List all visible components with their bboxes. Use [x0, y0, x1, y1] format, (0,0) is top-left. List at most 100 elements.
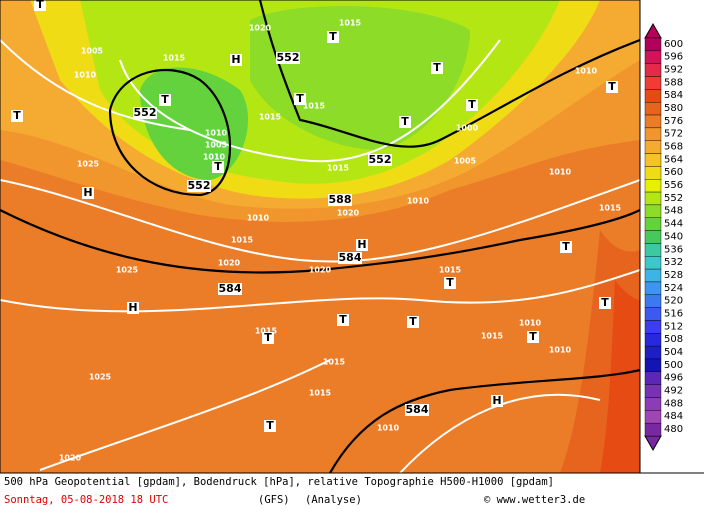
- isobar-label: 1015: [339, 19, 362, 28]
- colorbar-swatch: [644, 140, 662, 154]
- isobar-label: 1005: [81, 47, 104, 56]
- colorbar-swatch: [644, 63, 662, 77]
- pressure-system: T: [608, 80, 616, 93]
- pressure-system: T: [446, 276, 454, 289]
- colorbar-label: 516: [664, 308, 683, 319]
- colorbar-label: 480: [664, 424, 683, 435]
- colorbar-label: 548: [664, 206, 683, 217]
- system-box: [606, 81, 618, 93]
- isobar-label: 1005: [454, 157, 477, 166]
- colorbar-label: 588: [664, 77, 683, 88]
- isobar-label: 1010: [407, 197, 430, 206]
- colorbar-swatch: [644, 281, 662, 295]
- isobar-label: 1010: [205, 129, 228, 138]
- isobar-label: 1000: [456, 124, 479, 133]
- colorbar-label: 524: [664, 283, 683, 294]
- pressure-system: T: [401, 115, 409, 128]
- isobar-label: 1015: [303, 102, 326, 111]
- geopotential-box: [405, 404, 429, 416]
- colorbar-label: 532: [664, 257, 683, 268]
- colorbar-swatch: [644, 153, 662, 167]
- system-box: [399, 116, 411, 128]
- pressure-system: T: [601, 296, 609, 309]
- colorbar-label: 572: [664, 129, 683, 140]
- pressure-system: H: [231, 53, 240, 66]
- system-box: [327, 31, 339, 43]
- colorbar-swatch: [644, 307, 662, 321]
- pressure-system: T: [339, 313, 347, 326]
- isobar-label: 1020: [337, 209, 360, 218]
- pressure-system: T: [13, 109, 21, 122]
- pressure-system: H: [492, 394, 501, 407]
- isobar-label: 1025: [89, 373, 112, 382]
- pressure-system: T: [214, 160, 222, 173]
- system-box: [337, 314, 349, 326]
- caption-run: (Analyse): [305, 494, 362, 506]
- colorbar-label: 504: [664, 347, 683, 358]
- caption-model: (GFS): [258, 494, 290, 506]
- colorbar-swatch: [644, 243, 662, 257]
- pressure-system: T: [529, 330, 537, 343]
- colorbar-label: 576: [664, 116, 683, 127]
- system-box: [127, 302, 139, 314]
- isobar-label: 1015: [231, 236, 254, 245]
- colorbar-swatch: [644, 101, 662, 116]
- pressure-system: H: [357, 238, 366, 251]
- colorbar-label: 508: [664, 334, 683, 345]
- isobar-label: 1025: [77, 160, 100, 169]
- caption-line: 500 hPa Geopotential [gpdam], Bodendruck…: [4, 476, 554, 488]
- pressure-system: T: [36, 0, 44, 11]
- system-box: [599, 297, 611, 309]
- colorbar-label: 556: [664, 180, 683, 191]
- pressure-system: H: [128, 301, 137, 314]
- system-box: [407, 316, 419, 328]
- colorbar-label: 492: [664, 385, 683, 396]
- isobar-label: 1020: [309, 266, 332, 275]
- colorbar-swatch: [644, 422, 662, 437]
- colorbar-swatch: [644, 345, 662, 360]
- map-area: 1005 1010 1015 1010 1005 1010 1025 1010 1015 1020…: [0, 0, 640, 473]
- geopotential-box: [187, 180, 211, 192]
- pressure-system: T: [562, 240, 570, 253]
- system-box: [11, 110, 23, 122]
- system-box: [82, 187, 94, 199]
- colorbar-label: 544: [664, 219, 683, 230]
- isobar-label: 1015: [255, 327, 278, 336]
- colorbar-label: 600: [664, 39, 683, 50]
- isobar-label: 1015: [259, 113, 282, 122]
- isobar-label: 1020: [59, 454, 82, 463]
- colorbar-label: 568: [664, 142, 683, 153]
- colorbar-label: 520: [664, 296, 683, 307]
- isobar-label: 1010: [377, 424, 400, 433]
- colorbar-swatch: [644, 89, 662, 103]
- colorbar-swatch: [644, 50, 662, 64]
- isobar-label: 1015: [327, 164, 350, 173]
- system-box: [294, 93, 306, 105]
- geopotential-label: 552: [369, 153, 392, 166]
- isobar-label: 1015: [323, 358, 346, 367]
- pressure-system: T: [266, 419, 274, 432]
- isobar-label: 1020: [249, 24, 272, 33]
- colorbar-label: 584: [664, 90, 683, 101]
- isobar-label: 1005: [205, 141, 228, 150]
- isobar-label: 1010: [549, 346, 572, 355]
- pressure-system: T: [161, 93, 169, 106]
- colorbar-arrow-top: [644, 22, 662, 39]
- colorbar-swatch: [644, 358, 662, 373]
- colorbar-swatch: [644, 76, 662, 90]
- system-box: [230, 54, 242, 66]
- colorbar-label: 592: [664, 65, 683, 76]
- geopotential-box: [218, 283, 242, 295]
- system-box: [356, 239, 368, 251]
- colorbar-swatch: [644, 410, 662, 424]
- colorbar-label: 596: [664, 52, 683, 63]
- colorbar-swatch: [644, 268, 662, 283]
- isobar-label: 1015: [309, 389, 332, 398]
- isobar-label: 1015: [163, 54, 186, 63]
- colorbar-label: 496: [664, 373, 683, 384]
- colorbar-swatch: [644, 294, 662, 308]
- colorbar-swatch: [644, 37, 662, 52]
- isobar-label: 1015: [599, 204, 622, 213]
- geopotential-box: [133, 107, 157, 119]
- pressure-system: T: [329, 30, 337, 43]
